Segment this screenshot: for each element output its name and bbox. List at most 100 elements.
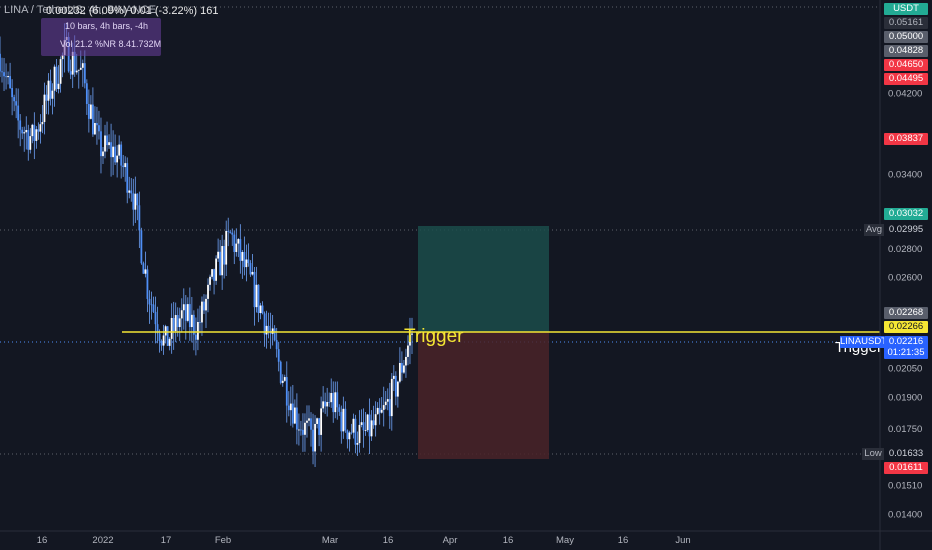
candle-body bbox=[205, 298, 207, 311]
y-tick-label: 0.03400 bbox=[888, 169, 922, 180]
candle-body bbox=[55, 66, 58, 90]
candle-body bbox=[188, 304, 191, 328]
candle-body bbox=[376, 407, 379, 415]
candle-body bbox=[118, 144, 121, 156]
candle-body bbox=[271, 328, 274, 334]
candle-body bbox=[328, 402, 331, 403]
candle-body bbox=[257, 284, 260, 314]
candle-body bbox=[160, 340, 163, 346]
candle-body bbox=[372, 420, 375, 426]
candle-body bbox=[3, 72, 5, 77]
candle-body bbox=[342, 408, 345, 432]
candle-body bbox=[132, 193, 135, 210]
candle-body bbox=[267, 325, 270, 331]
candle-body bbox=[403, 365, 405, 373]
candle-body bbox=[116, 155, 119, 163]
candle-body bbox=[239, 239, 242, 261]
low-label: Low bbox=[862, 448, 884, 460]
candle-body bbox=[310, 418, 312, 430]
candle-body bbox=[112, 146, 114, 158]
x-tick-label: May bbox=[556, 535, 574, 546]
candle-body bbox=[293, 407, 296, 424]
candle-body bbox=[41, 121, 44, 125]
candle-body bbox=[148, 298, 151, 305]
candle-body bbox=[332, 392, 335, 413]
y-tick-label: 0.02600 bbox=[888, 272, 922, 283]
candle-body bbox=[289, 403, 292, 411]
candle-body bbox=[223, 246, 226, 265]
candle-body bbox=[340, 411, 343, 432]
candle-body bbox=[79, 67, 82, 70]
candle-body bbox=[184, 304, 187, 321]
candle-body bbox=[209, 276, 211, 285]
candle-body bbox=[396, 381, 399, 397]
candle-body bbox=[102, 151, 104, 157]
candle-body bbox=[104, 135, 106, 152]
candle-body bbox=[287, 405, 290, 411]
low-value-tag: 0.01633 bbox=[884, 448, 928, 460]
candle-body bbox=[392, 375, 395, 379]
candle-body bbox=[336, 392, 339, 408]
avg-label: Avg bbox=[864, 224, 884, 236]
candle-body bbox=[49, 80, 52, 99]
candle-body bbox=[304, 422, 306, 435]
candle-body bbox=[61, 55, 64, 60]
ohlc-text: 0.00232 (6.09%) 0.01 (-3.22%) 161 bbox=[46, 5, 219, 17]
candle-body bbox=[245, 259, 248, 268]
candle-body bbox=[320, 408, 323, 435]
candle-body bbox=[37, 129, 40, 132]
candle-body bbox=[330, 392, 333, 403]
candle-body bbox=[146, 269, 149, 299]
trigger-label[interactable]: Trigger bbox=[404, 326, 464, 347]
candle-body bbox=[249, 263, 252, 275]
candle-body bbox=[243, 251, 246, 268]
currency-tag[interactable]: USDT bbox=[884, 3, 928, 15]
candle-body bbox=[180, 310, 183, 319]
x-tick-label: 16 bbox=[618, 535, 629, 546]
price-axis[interactable]: 0.04200 0.03400 0.02800 0.02600 0.02050 0.019… bbox=[888, 88, 922, 520]
measure-info-box[interactable]: 10 bars, 4h bars, -4h Vol 21.2 %NR 8.41.… bbox=[41, 18, 161, 56]
ohlc-overlay: 0.00232 (6.09%) 0.01 (-3.22%) 161 bbox=[46, 5, 224, 17]
candle-body bbox=[259, 305, 262, 314]
time-axis[interactable]: 16 2022 17 Feb Mar 16 Apr 16 May 16 Jun bbox=[37, 535, 691, 546]
candle-body bbox=[338, 407, 341, 412]
profit-zone[interactable] bbox=[418, 226, 549, 332]
candle-body bbox=[407, 345, 409, 357]
candle-body bbox=[300, 429, 302, 431]
candle-body bbox=[1, 71, 3, 73]
candle-body bbox=[31, 124, 34, 137]
candle-body bbox=[53, 66, 56, 91]
candle-body bbox=[291, 403, 294, 424]
candle-body bbox=[382, 405, 385, 410]
candle-body bbox=[176, 315, 179, 328]
candle-body bbox=[221, 246, 224, 276]
candle-body bbox=[114, 146, 117, 163]
candle-body bbox=[324, 401, 327, 407]
candle-body bbox=[162, 335, 165, 346]
candle-body bbox=[350, 432, 353, 434]
candle-body bbox=[195, 334, 197, 340]
candle-body bbox=[130, 190, 133, 194]
symbol-title[interactable]: LINA / TetherUS, 4h, BINANCE bbox=[4, 4, 157, 16]
candle-body bbox=[51, 90, 54, 99]
candle-body bbox=[108, 142, 110, 146]
candle-body bbox=[39, 124, 42, 132]
candle-body bbox=[85, 83, 88, 104]
candle-body bbox=[75, 70, 78, 73]
symbol-price-tag[interactable]: LINAUSDT bbox=[840, 336, 887, 348]
y-tick-label: 0.04200 bbox=[888, 88, 922, 99]
candle-body bbox=[83, 63, 86, 84]
candle-body bbox=[219, 251, 222, 276]
candle-body bbox=[0, 53, 1, 72]
loss-zone[interactable] bbox=[418, 332, 549, 459]
candle-body bbox=[283, 377, 286, 381]
candle-body bbox=[227, 230, 230, 232]
stop-price-tag: 0.01611 bbox=[884, 462, 928, 474]
candle-body bbox=[182, 304, 185, 311]
candle-body bbox=[217, 251, 220, 259]
candle-body bbox=[285, 377, 288, 406]
candle-body bbox=[17, 105, 20, 121]
candle-body bbox=[23, 132, 26, 134]
candle-body bbox=[366, 414, 369, 431]
